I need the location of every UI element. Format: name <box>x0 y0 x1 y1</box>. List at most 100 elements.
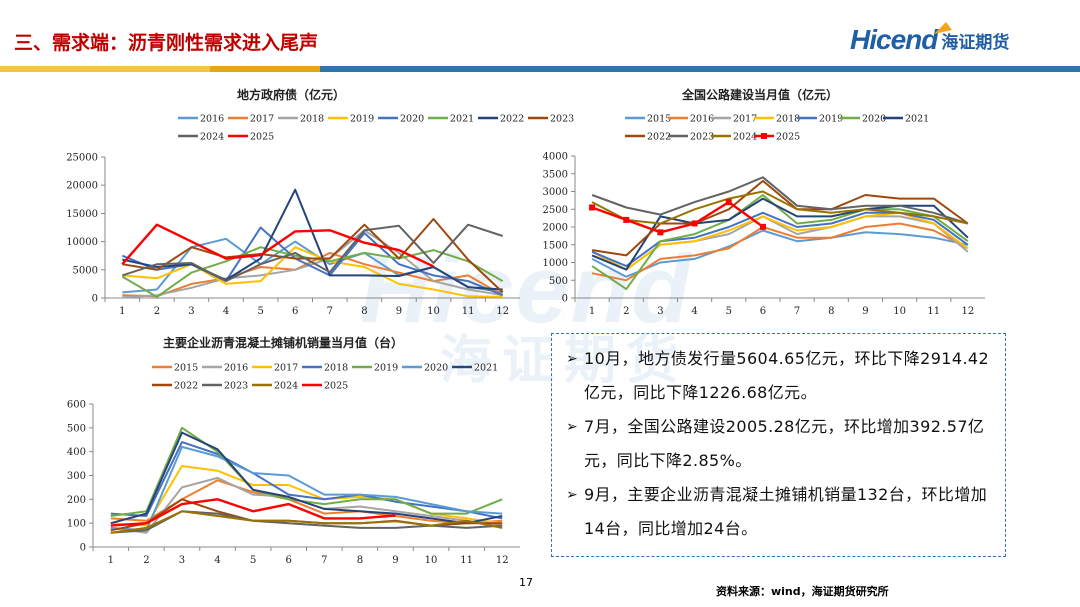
series-line-2022 <box>122 188 503 291</box>
series-line-2025 <box>591 200 764 234</box>
legend-label-2022: 2022 <box>174 381 198 392</box>
chart-title-local-bonds: 地方政府债（亿元） <box>237 88 346 102</box>
series-line-2021 <box>110 431 503 525</box>
logo-chinese-name: 海证期货 <box>941 32 1010 53</box>
x-tick-label: 2 <box>154 306 160 317</box>
y-tick-label: 100 <box>67 519 86 530</box>
legend-label-2016: 2016 <box>200 114 224 125</box>
legend-label-2017: 2017 <box>274 363 298 374</box>
page-number: 17 <box>519 576 533 589</box>
y-tick-label: 3500 <box>543 169 568 180</box>
legend-label-2017: 2017 <box>733 114 757 125</box>
x-tick-label: 12 <box>496 555 509 566</box>
legend-label-2024: 2024 <box>274 381 298 392</box>
x-tick-label: 6 <box>760 306 766 317</box>
y-tick-label: 0 <box>80 543 86 554</box>
legend-label-2020: 2020 <box>400 114 424 125</box>
x-tick-label: 2 <box>143 555 149 566</box>
data-point-2025 <box>657 229 664 236</box>
note-item: ➢ 9月，主要企业沥青混凝土摊铺机销量132台，环比增加14台，同比增加24台。 <box>566 478 997 546</box>
x-tick-label: 4 <box>223 306 229 317</box>
x-tick-label: 8 <box>361 306 367 317</box>
x-tick-label: 4 <box>214 555 220 566</box>
header-divider-yellow <box>0 66 210 72</box>
series-line-2020 <box>110 445 503 532</box>
x-tick-label: 4 <box>691 306 697 317</box>
x-tick-label: 5 <box>726 306 732 317</box>
series-line-2021 <box>591 197 969 271</box>
y-tick-label: 1000 <box>543 258 568 269</box>
legend-label-2015: 2015 <box>174 363 198 374</box>
legend-label-2025: 2025 <box>776 132 800 143</box>
legend-label-2020: 2020 <box>862 114 886 125</box>
series-line-2016 <box>591 222 969 282</box>
x-tick-label: 11 <box>927 306 940 317</box>
x-tick-label: 12 <box>962 306 975 317</box>
x-tick-label: 8 <box>828 306 834 317</box>
series-line-2018 <box>122 229 503 299</box>
y-tick-label: 3000 <box>543 187 568 198</box>
x-tick-label: 9 <box>862 306 868 317</box>
note-text: 10月，地方债发行量5604.65亿元，环比下降2914.42亿元，同比下降12… <box>584 349 990 402</box>
series-line-2017 <box>122 251 504 298</box>
legend-label-2016: 2016 <box>224 363 248 374</box>
arrow-bullet-icon: ➢ <box>566 351 579 367</box>
note-item: ➢ 7月，全国公路建设2005.28亿元，环比增加392.57亿元，同比下降2.… <box>566 410 997 478</box>
x-tick-label: 2 <box>623 306 629 317</box>
legend-label-2018: 2018 <box>324 363 348 374</box>
legend-label-2023: 2023 <box>690 132 714 143</box>
x-tick-label: 12 <box>496 306 509 317</box>
x-tick-label: 1 <box>119 306 125 317</box>
header-divider-orange <box>210 66 320 72</box>
x-tick-label: 7 <box>327 306 333 317</box>
x-tick-label: 3 <box>657 306 663 317</box>
legend-label-2024: 2024 <box>200 132 224 143</box>
data-point-2025 <box>759 223 766 230</box>
series-line-2020 <box>591 194 969 291</box>
y-tick-label: 0 <box>562 294 568 305</box>
x-tick-label: 6 <box>292 306 298 317</box>
note-text: 7月，全国公路建设2005.28亿元，环比增加392.57亿元，同比下降2.85… <box>584 417 985 470</box>
data-point-2025 <box>725 199 732 206</box>
legend-label-2016: 2016 <box>690 114 714 125</box>
y-tick-label: 500 <box>67 423 86 434</box>
series-line-2024 <box>121 223 504 283</box>
x-tick-label: 9 <box>396 306 402 317</box>
legend-label-2023: 2023 <box>550 114 574 125</box>
legend-label-2021: 2021 <box>905 114 929 125</box>
data-source: 资料来源：wind，海证期货研究所 <box>716 585 889 598</box>
note-text: 9月，主要企业沥青混凝土摊铺机销量132台，环比增加14台，同比增加24台。 <box>584 485 988 538</box>
x-tick-label: 5 <box>257 306 263 317</box>
legend-label-2019: 2019 <box>350 114 374 125</box>
data-point-2025 <box>623 216 630 223</box>
legend-label-2018: 2018 <box>776 114 800 125</box>
legend-label-2017: 2017 <box>250 114 274 125</box>
series-line-2025 <box>110 498 396 527</box>
data-point-2025 <box>691 220 698 227</box>
y-tick-label: 200 <box>67 495 86 506</box>
legend-label-2025: 2025 <box>324 381 348 392</box>
x-tick-label: 1 <box>589 306 595 317</box>
series-line-2018 <box>110 441 503 520</box>
x-tick-label: 8 <box>357 555 363 566</box>
summary-notes: ➢ 10月，地方债发行量5604.65亿元，环比下降2914.42亿元，同比下降… <box>551 333 1006 557</box>
legend-label-2019: 2019 <box>819 114 843 125</box>
x-tick-label: 10 <box>893 306 906 317</box>
x-tick-label: 1 <box>108 555 114 566</box>
company-logo: Hicend 海证期货 <box>850 22 1010 56</box>
x-tick-label: 10 <box>425 555 438 566</box>
legend-label-2025: 2025 <box>250 132 274 143</box>
series-line-2025 <box>121 223 435 268</box>
x-tick-label: 10 <box>427 306 440 317</box>
y-tick-label: 2500 <box>543 205 568 216</box>
legend-label-2021: 2021 <box>474 363 498 374</box>
series-line-2022 <box>591 179 969 257</box>
note-item: ➢ 10月，地方债发行量5604.65亿元，环比下降2914.42亿元，同比下降… <box>566 342 997 410</box>
header-divider-blue-right <box>530 66 1080 72</box>
x-tick-label: 5 <box>250 555 256 566</box>
y-tick-label: 0 <box>92 294 98 305</box>
series-line-2023 <box>122 218 504 294</box>
legend-label-2021: 2021 <box>450 114 474 125</box>
